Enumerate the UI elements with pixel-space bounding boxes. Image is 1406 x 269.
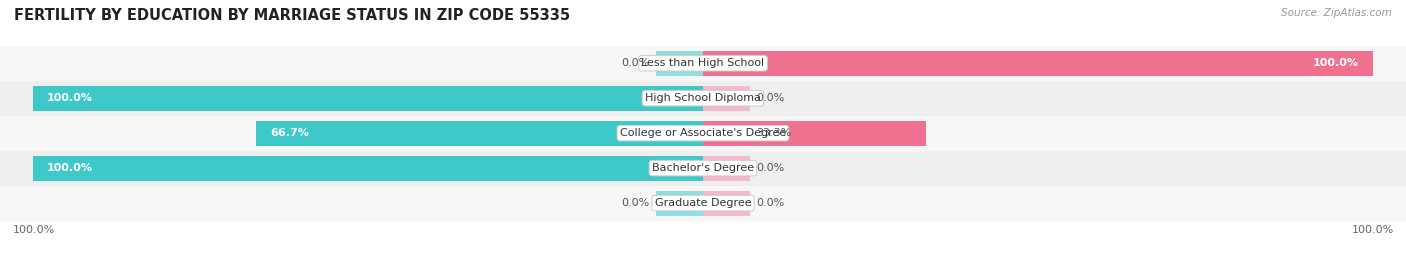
Bar — [0, 186, 1406, 221]
Text: 100.0%: 100.0% — [46, 163, 93, 173]
Text: 0.0%: 0.0% — [621, 198, 650, 208]
Bar — [0, 46, 1406, 81]
Text: High School Diploma: High School Diploma — [645, 93, 761, 103]
Text: 33.3%: 33.3% — [756, 128, 792, 138]
Bar — [657, 190, 703, 216]
Text: 0.0%: 0.0% — [756, 163, 785, 173]
Bar — [34, 155, 703, 181]
Text: 0.0%: 0.0% — [756, 93, 785, 103]
Text: FERTILITY BY EDUCATION BY MARRIAGE STATUS IN ZIP CODE 55335: FERTILITY BY EDUCATION BY MARRIAGE STATU… — [14, 8, 571, 23]
Bar — [703, 86, 749, 111]
Text: 0.0%: 0.0% — [756, 198, 785, 208]
Bar — [34, 86, 703, 111]
Text: 100.0%: 100.0% — [46, 93, 93, 103]
Bar — [703, 155, 749, 181]
Bar — [703, 121, 927, 146]
Text: Less than High School: Less than High School — [641, 58, 765, 68]
Bar — [657, 51, 703, 76]
Text: 0.0%: 0.0% — [621, 58, 650, 68]
Bar — [256, 121, 703, 146]
Text: Source: ZipAtlas.com: Source: ZipAtlas.com — [1281, 8, 1392, 18]
Text: Graduate Degree: Graduate Degree — [655, 198, 751, 208]
Text: College or Associate's Degree: College or Associate's Degree — [620, 128, 786, 138]
Text: Bachelor's Degree: Bachelor's Degree — [652, 163, 754, 173]
Text: 66.7%: 66.7% — [270, 128, 309, 138]
Bar — [0, 116, 1406, 151]
Bar — [703, 51, 1372, 76]
Bar — [0, 81, 1406, 116]
Bar — [0, 151, 1406, 186]
Bar — [703, 190, 749, 216]
Text: 100.0%: 100.0% — [1313, 58, 1360, 68]
